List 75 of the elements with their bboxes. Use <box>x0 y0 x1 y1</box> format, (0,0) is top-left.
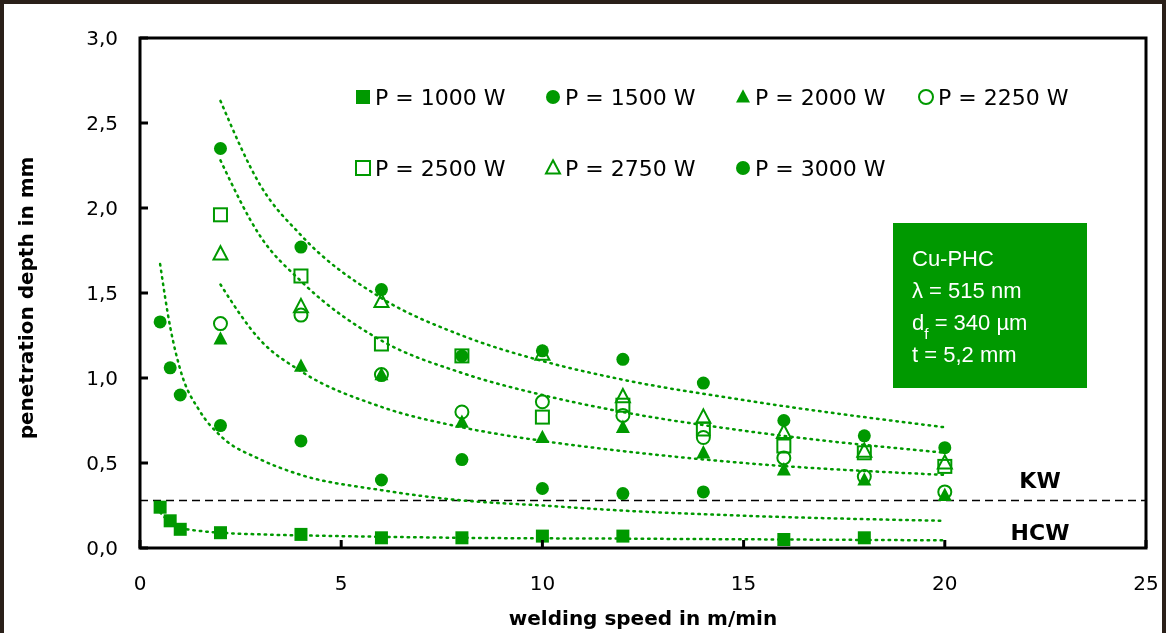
y-tick-label: 2,5 <box>86 111 118 135</box>
legend-label: P = 1500 W <box>565 84 696 110</box>
y-tick-label: 0,5 <box>86 451 118 475</box>
x-axis-title: welding speed in m/min <box>508 606 778 630</box>
point <box>373 336 389 352</box>
point <box>696 445 711 459</box>
point <box>776 450 792 466</box>
point <box>937 458 953 474</box>
point <box>616 352 630 366</box>
point <box>374 473 388 487</box>
legend-label: P = 2500 W <box>375 155 506 181</box>
legend-label: P = 2000 W <box>755 84 886 110</box>
x-tick-label: 10 <box>529 571 556 595</box>
point <box>455 453 469 467</box>
point <box>213 142 227 155</box>
y-axis-title: penetration depth in mm <box>14 156 38 440</box>
x-tick-label: 25 <box>1133 571 1159 595</box>
point <box>173 388 187 402</box>
point <box>294 240 308 254</box>
point <box>616 487 630 501</box>
legend-label: P = 2250 W <box>938 84 1069 110</box>
point <box>696 376 710 390</box>
x-tick-label: 20 <box>932 571 958 595</box>
point <box>293 358 308 372</box>
point <box>857 429 871 443</box>
annotation: d$_{f}$ = 340 µm <box>912 310 1028 342</box>
annotation: KW <box>1019 468 1061 494</box>
legend-label: P = 2750 W <box>565 155 696 181</box>
annotation: λ = 515 nm <box>912 278 1022 303</box>
point <box>374 531 388 545</box>
point <box>374 283 388 297</box>
annotation: Cu-PHC <box>912 246 995 271</box>
point <box>615 407 631 423</box>
point <box>696 485 710 499</box>
point <box>857 531 871 545</box>
legend-label: P = 1000 W <box>375 84 506 110</box>
point <box>938 441 952 455</box>
y-tick-label: 1,5 <box>86 281 118 305</box>
point <box>534 409 550 425</box>
point <box>153 500 167 514</box>
point <box>455 531 469 545</box>
point <box>936 454 953 470</box>
point <box>212 207 228 223</box>
point <box>615 419 630 433</box>
point <box>293 268 309 284</box>
y-tick-label: 1,0 <box>86 366 118 390</box>
point <box>614 388 631 404</box>
point <box>213 331 228 345</box>
x-tick-label: 5 <box>334 571 348 595</box>
x-tick-label: 15 <box>730 571 757 595</box>
point <box>695 421 711 437</box>
y-tick-label: 2,0 <box>86 196 118 220</box>
point <box>213 419 227 433</box>
annotation: t = 5,2 mm <box>912 342 1017 367</box>
point <box>293 307 309 323</box>
point <box>294 434 308 448</box>
y-tick-label: 3,0 <box>86 26 118 50</box>
legend-label: P = 3000 W <box>755 155 886 181</box>
point <box>454 404 470 420</box>
point <box>695 408 712 424</box>
x-tick-label: 0 <box>133 571 147 595</box>
point <box>212 245 229 261</box>
point <box>777 414 791 427</box>
point <box>695 430 711 445</box>
point <box>615 397 631 413</box>
point <box>212 316 228 332</box>
point <box>153 315 167 329</box>
annotation: HCW <box>1010 520 1070 546</box>
point <box>163 361 177 375</box>
point <box>213 526 227 540</box>
point <box>776 438 792 454</box>
point <box>292 297 309 314</box>
point <box>535 482 549 495</box>
point <box>534 394 550 410</box>
y-tick-label: 0,0 <box>86 536 118 560</box>
